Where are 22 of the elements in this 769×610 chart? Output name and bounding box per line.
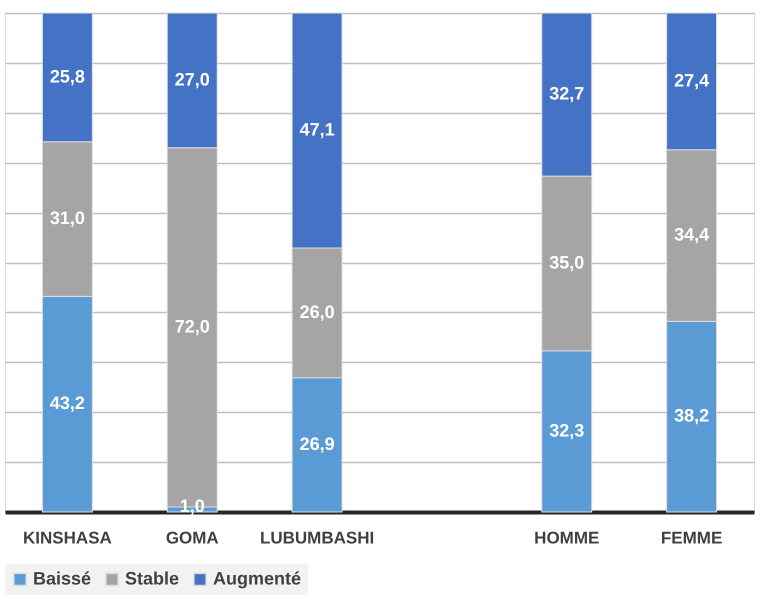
x-tick-label: FEMME (660, 528, 722, 548)
data-label: 25,8 (50, 66, 85, 86)
data-label: 38,2 (674, 406, 710, 426)
x-tick-label: HOMME (534, 528, 600, 548)
data-label: 27,4 (674, 70, 710, 90)
legend-label: Baissé (33, 568, 92, 588)
data-label: 27,0 (174, 69, 210, 90)
data-label: 32,7 (549, 84, 584, 104)
data-label: 26,9 (300, 434, 335, 454)
x-tick-label: GOMA (166, 528, 219, 548)
data-label: 35,0 (549, 252, 584, 272)
data-label: 72,0 (174, 316, 210, 336)
x-tick-label: LUBUMBASHI (260, 528, 374, 548)
data-label: 34,4 (674, 224, 710, 245)
legend-label: Augmenté (213, 568, 302, 588)
data-label: 47,1 (300, 120, 335, 140)
legend-label: Stable (125, 568, 180, 588)
x-tick-label: KINSHASA (23, 528, 112, 548)
data-label: 26,0 (300, 302, 335, 322)
data-label: 43,2 (50, 393, 85, 414)
data-label: 32,3 (549, 420, 584, 440)
data-label: 31,0 (50, 208, 85, 228)
